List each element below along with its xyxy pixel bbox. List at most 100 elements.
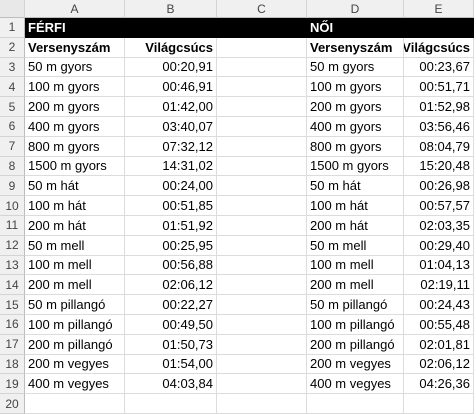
- row-header-18[interactable]: 18: [0, 354, 25, 375]
- women-event-name[interactable]: 800 m gyors: [307, 136, 404, 157]
- men-event-name[interactable]: 200 m pillangó: [25, 334, 125, 355]
- women-event-name[interactable]: 100 m mell: [307, 255, 404, 276]
- row-header-9[interactable]: 9: [0, 176, 25, 197]
- cell-c12[interactable]: [217, 235, 307, 256]
- row-header-15[interactable]: 15: [0, 295, 25, 315]
- women-event-header[interactable]: Versenyszám: [307, 37, 404, 58]
- men-event-name[interactable]: 100 m pillangó: [25, 314, 125, 335]
- women-event-name[interactable]: 1500 m gyors: [307, 156, 404, 177]
- cell-c20[interactable]: [217, 394, 307, 414]
- men-event-name[interactable]: 1500 m gyors: [25, 156, 125, 177]
- men-event-name[interactable]: 50 m pillangó: [25, 295, 125, 315]
- women-event-name[interactable]: 50 m mell: [307, 235, 404, 256]
- cell-a20[interactable]: [25, 394, 125, 414]
- column-header-a[interactable]: A: [25, 0, 125, 18]
- women-record-time[interactable]: 00:55,48: [404, 314, 474, 335]
- women-event-name[interactable]: 200 m mell: [307, 275, 404, 296]
- row-header-7[interactable]: 7: [0, 136, 25, 157]
- women-event-name[interactable]: 200 m vegyes: [307, 354, 404, 375]
- women-record-time[interactable]: 01:04,13: [404, 255, 474, 276]
- row-header-8[interactable]: 8: [0, 156, 25, 177]
- men-event-name[interactable]: 50 m hát: [25, 176, 125, 197]
- men-event-name[interactable]: 200 m mell: [25, 275, 125, 296]
- men-event-name[interactable]: 50 m gyors: [25, 57, 125, 78]
- women-event-name[interactable]: 400 m vegyes: [307, 374, 404, 395]
- women-record-time[interactable]: 00:26,98: [404, 176, 474, 197]
- men-record-time[interactable]: 00:22,27: [125, 295, 217, 315]
- cell-c1[interactable]: [217, 18, 307, 38]
- women-record-time[interactable]: 00:29,40: [404, 235, 474, 256]
- men-record-time[interactable]: 00:46,91: [125, 77, 217, 98]
- cell-c4[interactable]: [217, 77, 307, 98]
- cell-c5[interactable]: [217, 97, 307, 117]
- cell-c11[interactable]: [217, 215, 307, 236]
- women-record-time[interactable]: 04:26,36: [404, 374, 474, 395]
- row-header-11[interactable]: 11: [0, 215, 25, 236]
- women-record-time[interactable]: 01:52,98: [404, 97, 474, 117]
- women-record-time[interactable]: 00:51,71: [404, 77, 474, 98]
- row-header-6[interactable]: 6: [0, 116, 25, 137]
- women-record-time[interactable]: 00:24,43: [404, 295, 474, 315]
- women-record-time[interactable]: 02:03,35: [404, 215, 474, 236]
- men-event-name[interactable]: 100 m hát: [25, 196, 125, 216]
- cell-c18[interactable]: [217, 354, 307, 375]
- column-header-d[interactable]: D: [307, 0, 404, 18]
- women-record-time[interactable]: 02:06,12: [404, 354, 474, 375]
- cell-c8[interactable]: [217, 156, 307, 177]
- women-event-name[interactable]: 100 m gyors: [307, 77, 404, 98]
- row-header-10[interactable]: 10: [0, 196, 25, 216]
- cell-e1[interactable]: [404, 18, 474, 38]
- men-record-time[interactable]: 00:51,85: [125, 196, 217, 216]
- cell-d20[interactable]: [307, 394, 404, 414]
- cell-c19[interactable]: [217, 374, 307, 395]
- men-record-time[interactable]: 01:51,92: [125, 215, 217, 236]
- men-event-name[interactable]: 50 m mell: [25, 235, 125, 256]
- women-title-cell[interactable]: NŐI: [307, 18, 404, 38]
- women-record-time[interactable]: 00:23,67: [404, 57, 474, 78]
- women-record-time[interactable]: 03:56,46: [404, 116, 474, 137]
- row-header-5[interactable]: 5: [0, 97, 25, 117]
- women-record-time[interactable]: 02:01,81: [404, 334, 474, 355]
- men-event-name[interactable]: 400 m gyors: [25, 116, 125, 137]
- row-header-17[interactable]: 17: [0, 334, 25, 355]
- men-event-name[interactable]: 100 m mell: [25, 255, 125, 276]
- women-record-time[interactable]: 15:20,48: [404, 156, 474, 177]
- row-header-12[interactable]: 12: [0, 235, 25, 256]
- women-event-name[interactable]: 50 m pillangó: [307, 295, 404, 315]
- row-header-20[interactable]: 20: [0, 394, 25, 414]
- cell-c16[interactable]: [217, 314, 307, 335]
- row-header-2[interactable]: 2: [0, 37, 25, 58]
- men-record-time[interactable]: 00:49,50: [125, 314, 217, 335]
- men-record-time[interactable]: 00:24,00: [125, 176, 217, 197]
- men-record-time[interactable]: 01:50,73: [125, 334, 217, 355]
- women-event-name[interactable]: 100 m pillangó: [307, 314, 404, 335]
- men-event-name[interactable]: 400 m vegyes: [25, 374, 125, 395]
- cell-c15[interactable]: [217, 295, 307, 315]
- cell-c10[interactable]: [217, 196, 307, 216]
- row-header-19[interactable]: 19: [0, 374, 25, 395]
- men-record-time[interactable]: 01:42,00: [125, 97, 217, 117]
- men-record-time[interactable]: 03:40,07: [125, 116, 217, 137]
- men-event-name[interactable]: 200 m hát: [25, 215, 125, 236]
- women-event-name[interactable]: 400 m gyors: [307, 116, 404, 137]
- men-event-name[interactable]: 100 m gyors: [25, 77, 125, 98]
- women-event-name[interactable]: 50 m hát: [307, 176, 404, 197]
- men-record-time[interactable]: 00:20,91: [125, 57, 217, 78]
- men-record-time[interactable]: 02:06,12: [125, 275, 217, 296]
- women-event-name[interactable]: 200 m pillangó: [307, 334, 404, 355]
- cell-c3[interactable]: [217, 57, 307, 78]
- men-record-time[interactable]: 07:32,12: [125, 136, 217, 157]
- men-record-time[interactable]: 14:31,02: [125, 156, 217, 177]
- women-record-time[interactable]: 02:19,11: [404, 275, 474, 296]
- row-header-3[interactable]: 3: [0, 57, 25, 78]
- cell-c17[interactable]: [217, 334, 307, 355]
- women-event-name[interactable]: 200 m gyors: [307, 97, 404, 117]
- women-record-time[interactable]: 08:04,79: [404, 136, 474, 157]
- men-record-time[interactable]: 01:54,00: [125, 354, 217, 375]
- men-record-header[interactable]: Világcsúcs: [125, 37, 217, 58]
- women-event-name[interactable]: 100 m hát: [307, 196, 404, 216]
- men-event-name[interactable]: 800 m gyors: [25, 136, 125, 157]
- cell-c2[interactable]: [217, 37, 307, 58]
- row-header-4[interactable]: 4: [0, 77, 25, 98]
- row-header-16[interactable]: 16: [0, 314, 25, 335]
